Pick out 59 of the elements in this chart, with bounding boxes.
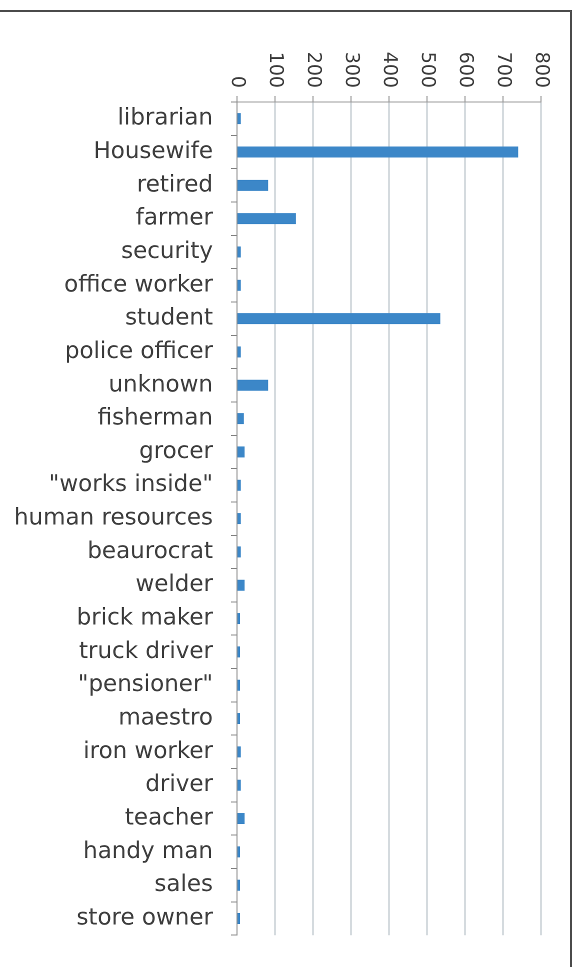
bar bbox=[238, 380, 268, 391]
x-tick-label: 400 bbox=[379, 52, 402, 88]
bar bbox=[238, 880, 240, 891]
x-tick-label: 200 bbox=[303, 52, 326, 88]
bar bbox=[238, 346, 241, 358]
y-tick-label: retired bbox=[136, 171, 213, 198]
y-tick-label: "pensioner" bbox=[78, 671, 213, 698]
bar bbox=[238, 813, 245, 824]
bar bbox=[238, 146, 518, 158]
bar bbox=[238, 680, 240, 691]
bar bbox=[238, 180, 268, 191]
y-tick-label: Housewife bbox=[93, 138, 213, 164]
y-tick-label: teacher bbox=[124, 804, 214, 831]
x-tick-label: 0 bbox=[227, 76, 250, 88]
bar bbox=[238, 313, 440, 324]
y-tick-label: human resources bbox=[14, 504, 213, 531]
bar bbox=[238, 280, 241, 291]
bar bbox=[238, 713, 240, 724]
x-tick-label: 100 bbox=[265, 52, 288, 88]
x-tick-label: 600 bbox=[455, 52, 478, 88]
bar bbox=[238, 480, 241, 491]
y-tick-label: security bbox=[121, 238, 213, 264]
x-tick-label: 800 bbox=[531, 52, 554, 88]
bar bbox=[238, 546, 241, 558]
bar bbox=[238, 446, 245, 458]
y-tick-label: office worker bbox=[64, 271, 214, 298]
y-tick-label: brick maker bbox=[76, 604, 214, 631]
y-tick-label: truck driver bbox=[79, 638, 214, 664]
y-tick-label: librarian bbox=[118, 104, 213, 131]
y-tick-label: fisherman bbox=[98, 404, 213, 431]
y-tick-label: sales bbox=[154, 871, 213, 898]
y-tick-label: maestro bbox=[118, 704, 213, 731]
y-tick-label: "works inside" bbox=[48, 471, 213, 498]
y-tick-label: unknown bbox=[108, 371, 213, 398]
bar bbox=[238, 580, 245, 591]
bar bbox=[238, 913, 240, 924]
y-tick-label: iron worker bbox=[83, 738, 214, 764]
y-tick-label: student bbox=[125, 304, 213, 331]
y-tick-label: store owner bbox=[76, 904, 214, 931]
y-tick-label: welder bbox=[135, 571, 214, 598]
x-tick-label: 700 bbox=[493, 52, 516, 88]
y-tick-label: farmer bbox=[136, 204, 214, 231]
y-tick-label: grocer bbox=[139, 438, 214, 464]
y-tick-label: handy man bbox=[83, 838, 213, 864]
bar bbox=[238, 213, 296, 224]
y-tick-label: police officer bbox=[64, 338, 214, 364]
bar bbox=[238, 613, 240, 624]
x-tick-label: 500 bbox=[417, 52, 440, 88]
bar bbox=[238, 113, 241, 124]
bar bbox=[238, 246, 241, 258]
x-tick-label: 300 bbox=[341, 52, 364, 88]
y-tick-label: beaurocrat bbox=[87, 538, 213, 564]
bar bbox=[238, 846, 240, 858]
y-tick-label: driver bbox=[145, 771, 214, 798]
bar bbox=[238, 513, 241, 524]
bar bbox=[238, 780, 241, 791]
bar bbox=[238, 413, 244, 424]
bar bbox=[238, 746, 241, 758]
bar bbox=[238, 646, 240, 658]
